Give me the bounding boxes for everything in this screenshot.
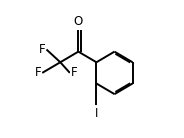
Text: O: O — [74, 15, 83, 28]
Text: I: I — [95, 107, 98, 120]
Text: F: F — [71, 66, 77, 79]
Text: F: F — [35, 66, 41, 79]
Text: F: F — [39, 43, 45, 56]
